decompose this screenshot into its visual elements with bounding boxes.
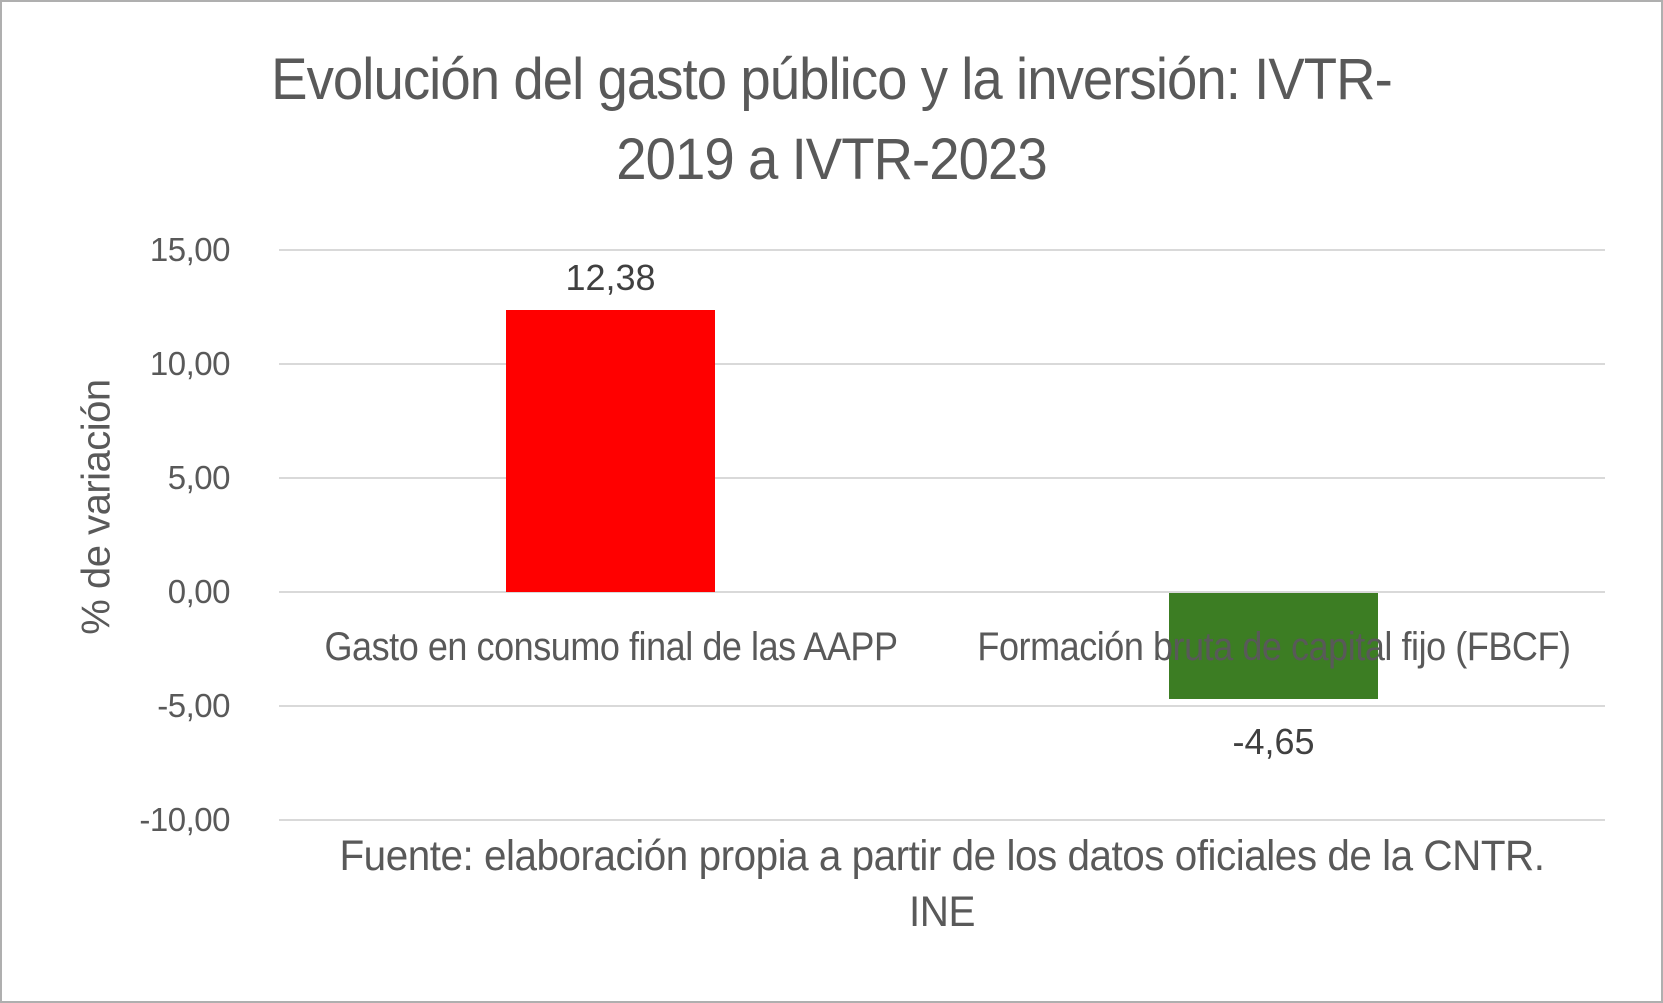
chart-title-line1: Evolución del gasto público y la inversi… [271,47,1393,112]
value-label-2: -4,65 [1232,721,1315,763]
category-label-1: Gasto en consumo final de las AAPP [323,625,898,669]
gridline--10,00 [279,819,1605,821]
y-tick-label: 10,00 [149,345,231,382]
category-label-2: Formación bruta de capital fijo (FBCF) [976,625,1571,669]
source-note: Fuente: elaboración propia a partir de l… [279,828,1605,940]
y-tick-label: 5,00 [167,459,231,496]
bar-1 [506,309,715,592]
y-tick-label: -5,00 [157,687,230,724]
y-tick-label: -10,00 [139,801,230,838]
y-tick-label: 0,00 [167,573,231,610]
chart-title-line2: 2019 a IVTR-2023 [616,127,1047,192]
gridline-15,00 [279,249,1605,251]
source-note-line1: Fuente: elaboración propia a partir de l… [339,832,1545,880]
gridline-5,00 [279,477,1605,479]
gridline-10,00 [279,363,1605,365]
gridline--5,00 [279,705,1605,707]
bar-2 [1169,593,1378,700]
value-label-1: 12,38 [565,256,656,298]
gridline-0,00 [279,591,1605,593]
y-tick-label: 15,00 [149,231,231,268]
chart-title: Evolución del gasto público y la inversi… [2,40,1661,200]
source-note-line2: INE [909,888,975,936]
